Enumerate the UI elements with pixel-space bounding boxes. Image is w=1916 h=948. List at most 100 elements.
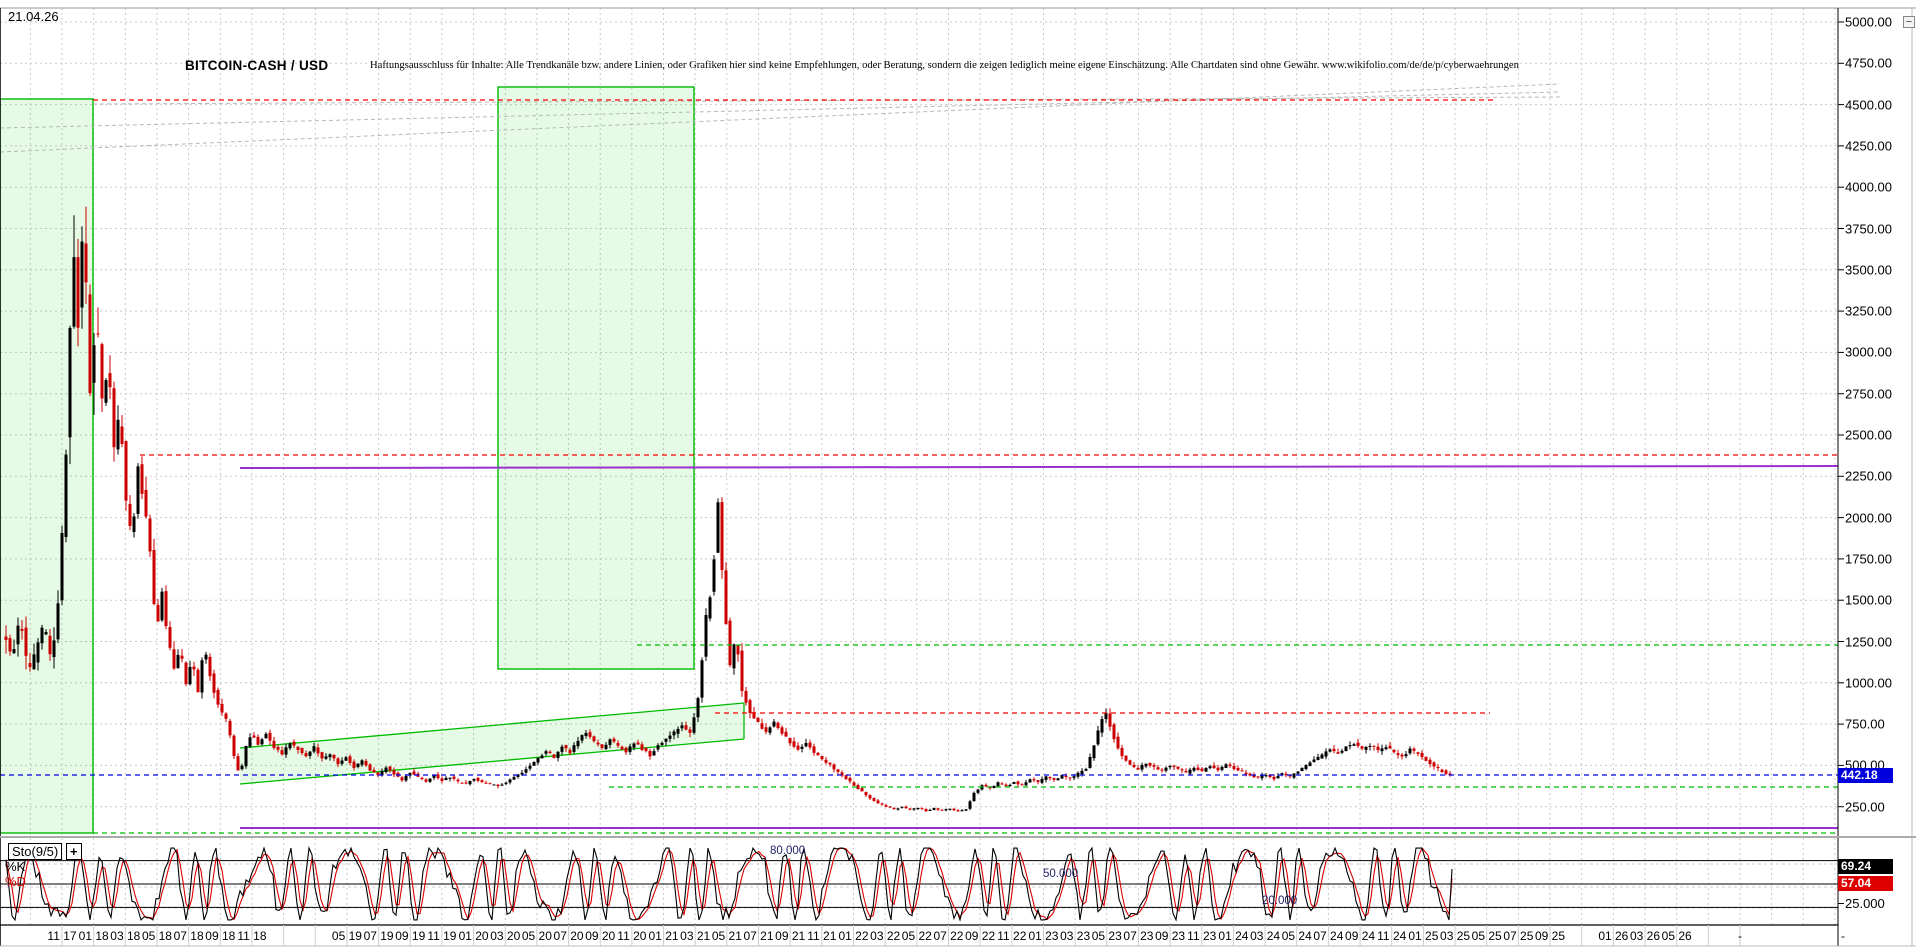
time-axis-label: 11 18 xyxy=(237,929,267,943)
time-axis-label: 01 20 xyxy=(458,929,489,943)
time-axis-label: 05 18 xyxy=(141,929,172,943)
time-axis-label: 03 21 xyxy=(680,929,711,943)
grey-trendlines-layer xyxy=(0,83,1561,153)
axis-corner-dash: - xyxy=(1841,929,1845,943)
time-axis-label: 11 23 xyxy=(1187,929,1217,943)
price-axis-tick: 4250.00 xyxy=(1845,138,1892,154)
disclaimer-text: Haftungsausschluss für Inhalte: Alle Tre… xyxy=(370,60,1519,71)
time-axis-label: 11 21 xyxy=(807,929,837,943)
time-axis-label: 11 17 xyxy=(47,929,77,943)
stochastic-d-line xyxy=(5,847,1453,921)
rising-green-channel xyxy=(240,703,744,784)
time-axis-label: 03 23 xyxy=(1060,929,1091,943)
price-axis-tick: 1750.00 xyxy=(1845,551,1892,567)
time-axis-label: 01 24 xyxy=(1218,929,1249,943)
time-axis-label: 03 22 xyxy=(870,929,901,943)
collapse-axis-button[interactable]: − xyxy=(1903,16,1915,28)
time-axis-label: 05 26 xyxy=(1661,929,1692,943)
price-axis-tick: 1000.00 xyxy=(1845,675,1892,691)
time-axis-label: 03 24 xyxy=(1250,929,1281,943)
time-axis-label: 05 20 xyxy=(521,929,552,943)
time-axis-label: 09 21 xyxy=(775,929,806,943)
time-axis-label: 01 21 xyxy=(648,929,679,943)
price-axis-tick: 4750.00 xyxy=(1845,55,1892,71)
stochastic-k-line xyxy=(5,846,1453,922)
price-axis-tick: 1250.00 xyxy=(1845,634,1892,649)
time-axis-label: 09 20 xyxy=(585,929,616,943)
price-axis-tick: 2250.00 xyxy=(1845,468,1892,484)
stochastic-level-50-label: 50.000 xyxy=(1043,868,1079,880)
time-axis-label: 07 25 xyxy=(1503,929,1534,943)
time-axis-label: 01 22 xyxy=(838,929,869,943)
price-axis-tick: 2000.00 xyxy=(1845,510,1892,526)
chart-date: 21.04.26 xyxy=(8,9,59,24)
mid-green-box xyxy=(497,86,695,670)
time-axis-label: 11 19 xyxy=(427,929,457,943)
stochastic-d-label: %D xyxy=(5,874,26,889)
time-axis-label: 01 26 xyxy=(1598,929,1629,943)
time-axis-label: 07 21 xyxy=(743,929,774,943)
stochastic-k-badge: 69.24 xyxy=(1838,859,1893,874)
time-axis-label: 11 20 xyxy=(617,929,647,943)
time-axis-label: 07 24 xyxy=(1313,929,1344,943)
time-axis-label: 07 19 xyxy=(363,929,394,943)
time-axis-label: 07 18 xyxy=(173,929,204,943)
price-axis-tick: 2750.00 xyxy=(1845,386,1892,402)
time-axis-label: 09 25 xyxy=(1535,929,1566,943)
time-axis-label: 07 22 xyxy=(933,929,964,943)
time-axis-label: 01 23 xyxy=(1028,929,1059,943)
time-axis-label: 03 20 xyxy=(490,929,521,943)
candles-layer xyxy=(4,206,1452,812)
time-axis-label: 11 24 xyxy=(1377,929,1407,943)
time-axis-label: 09 24 xyxy=(1345,929,1376,943)
stochastic-level-20-label: 20.000 xyxy=(1262,895,1298,907)
price-axis-tick: 4000.00 xyxy=(1845,179,1892,195)
time-axis-label: 05 22 xyxy=(901,929,932,943)
stochastic-level-80-label: 80.000 xyxy=(770,845,806,857)
stochastic-axis-tick: 25.000 xyxy=(1845,896,1885,911)
indicator-add-button[interactable]: + xyxy=(66,843,82,860)
time-axis-label: 11 22 xyxy=(997,929,1027,943)
price-axis-tick: 2500.00 xyxy=(1845,427,1892,443)
time-axis-label: 05 25 xyxy=(1471,929,1502,943)
time-axis-label: 07 23 xyxy=(1123,929,1154,943)
price-axis-tick: 250.00 xyxy=(1845,799,1885,815)
time-axis-label: 05 24 xyxy=(1281,929,1312,943)
price-axis-tick: 3500.00 xyxy=(1845,262,1892,278)
last-price-badge: 442.18 xyxy=(1838,768,1893,783)
time-axis-label: 05 21 xyxy=(711,929,742,943)
time-axis-label: 03 26 xyxy=(1629,929,1661,943)
time-axis-label: 05 23 xyxy=(1091,929,1122,943)
stochastic-k-label: %K xyxy=(5,859,26,874)
time-axis-label: 03 18 xyxy=(110,929,141,943)
time-axis-label: 09 22 xyxy=(965,929,996,943)
time-axis-label: - xyxy=(1737,929,1742,943)
price-axis-tick: 3000.00 xyxy=(1845,344,1892,360)
price-axis-tick: 3250.00 xyxy=(1845,303,1892,319)
trend-boxes-layer xyxy=(0,86,745,834)
price-axis-tick: 5000.00 xyxy=(1845,14,1892,30)
time-axis-label: 05 19 xyxy=(331,929,362,943)
stochastic-indicator-label[interactable]: Sto(9/5) xyxy=(8,843,63,860)
overlay-lines-layer xyxy=(0,99,1839,834)
grid-layer xyxy=(0,8,1838,925)
price-axis-tick: 3750.00 xyxy=(1845,221,1892,236)
time-axis-label: 09 18 xyxy=(205,929,236,943)
price-axis-tick: 1500.00 xyxy=(1845,592,1892,608)
price-axis-tick: 4500.00 xyxy=(1845,97,1892,113)
stochastic-layer xyxy=(0,846,1838,922)
left-green-box xyxy=(0,98,94,834)
time-axis-label: 07 20 xyxy=(553,929,584,943)
axis-ticks-layer xyxy=(61,21,1844,946)
price-axis-tick: 750.00 xyxy=(1845,716,1885,732)
chart-title: BITCOIN-CASH / USD xyxy=(185,58,329,73)
time-axis-label: 01 18 xyxy=(78,929,109,943)
time-axis-label: 03 25 xyxy=(1440,929,1471,943)
time-axis-label: 01 25 xyxy=(1408,929,1439,943)
time-axis-label: 09 23 xyxy=(1155,929,1186,943)
frame-layer xyxy=(0,7,1916,947)
time-axis-label: 09 19 xyxy=(395,929,426,943)
stochastic-d-badge: 57.04 xyxy=(1838,876,1893,891)
